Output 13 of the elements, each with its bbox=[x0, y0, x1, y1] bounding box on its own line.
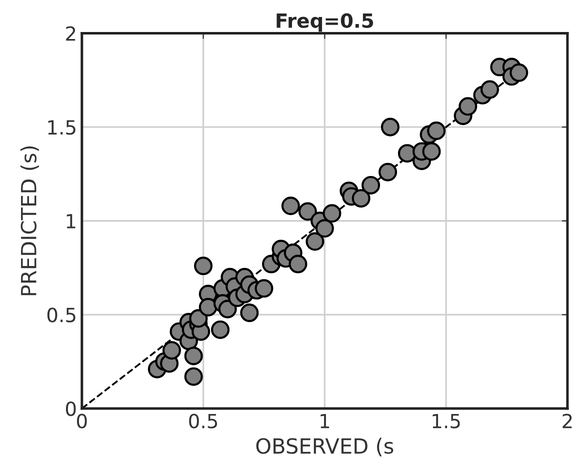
chart-title: Freq=0.5 bbox=[276, 13, 374, 32]
y-tick-label: 0.5 bbox=[47, 308, 76, 322]
y-tick-label: 0 bbox=[66, 401, 76, 416]
y-axis-title: PREDICTED (s) bbox=[20, 146, 39, 296]
y-tick-label: 2 bbox=[66, 26, 76, 41]
x-tick-label: 1 bbox=[320, 414, 330, 428]
y-tick-label: 1.5 bbox=[48, 120, 76, 135]
x-tick-label: 1.5 bbox=[432, 414, 460, 428]
x-tick-label: 0 bbox=[76, 414, 87, 428]
x-tick-label: 2 bbox=[562, 414, 572, 428]
y-tick-label: 1 bbox=[66, 214, 76, 228]
x-tick-label: 0.5 bbox=[189, 414, 218, 428]
x-axis-title: OBSERVED (s bbox=[256, 438, 394, 456]
